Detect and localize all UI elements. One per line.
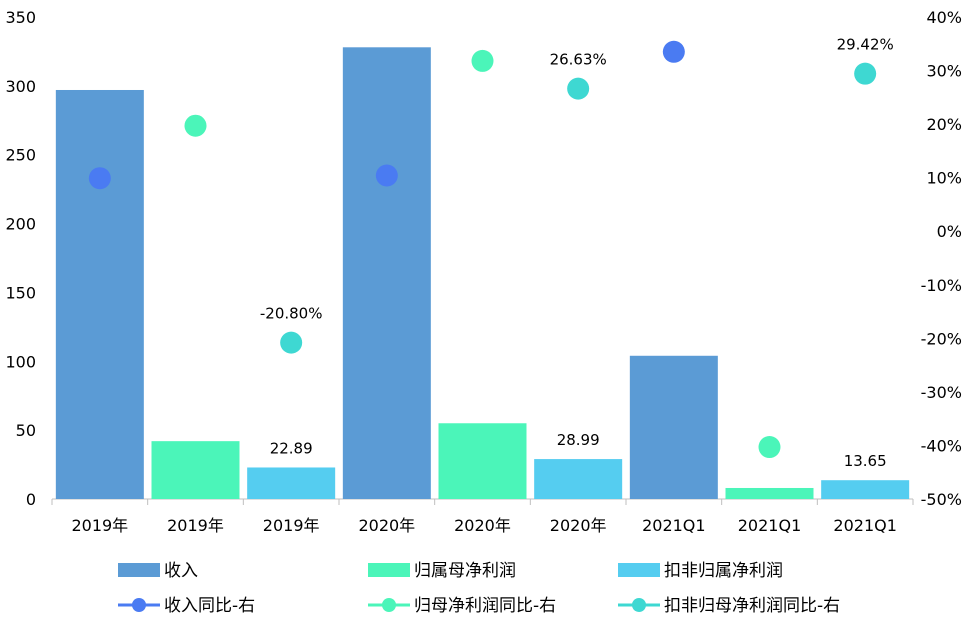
y-right-tick-label: -10% — [921, 276, 962, 295]
bar-data-label: 22.89 — [270, 439, 313, 457]
x-tick-label: 2021Q1 — [833, 516, 897, 535]
x-tick-label: 2021Q1 — [738, 516, 802, 535]
y-left-tick-label: 350 — [5, 8, 36, 27]
legend-label: 收入 — [164, 561, 198, 581]
bar-data-label: 28.99 — [557, 431, 600, 449]
legend-label: 归属母净利润 — [414, 561, 516, 581]
x-tick-label: 2019年 — [263, 516, 320, 535]
bar-data-label: 13.65 — [844, 452, 887, 470]
legend-label: 扣非归母净利润同比-右 — [664, 596, 840, 616]
legend-swatch-bar — [618, 563, 660, 577]
x-tick-label: 2020年 — [550, 516, 607, 535]
legend-swatch-bar — [118, 563, 160, 577]
point-data-label: 29.42% — [837, 36, 894, 54]
y-left-tick-label: 300 — [5, 77, 36, 96]
bar-series3[interactable] — [247, 467, 336, 499]
x-tick-label: 2021Q1 — [642, 516, 706, 535]
y-right-tick-label: 10% — [926, 169, 962, 188]
point-series3[interactable] — [854, 62, 877, 85]
point-series3[interactable] — [567, 77, 590, 100]
legend-label: 归母净利润同比-右 — [414, 596, 556, 616]
y-right-tick-label: 20% — [926, 115, 962, 134]
legend-swatch-marker — [132, 598, 146, 612]
bar-series2[interactable] — [151, 441, 240, 499]
legend-swatch-marker — [632, 598, 646, 612]
bar-series2[interactable] — [725, 487, 814, 499]
y-left-tick-label: 250 — [5, 146, 36, 165]
bar-series2[interactable] — [438, 423, 527, 499]
y-right-tick-label: -40% — [921, 436, 962, 455]
point-series1[interactable] — [375, 164, 398, 187]
y-right-tick-label: 30% — [926, 62, 962, 81]
bar-series1[interactable] — [342, 47, 431, 499]
point-series2[interactable] — [758, 436, 781, 459]
y-right-tick-label: -50% — [921, 490, 962, 509]
point-series3[interactable] — [280, 331, 303, 354]
x-tick-label: 2020年 — [358, 516, 415, 535]
point-series1[interactable] — [88, 167, 111, 190]
legend-label: 扣非归属净利润 — [664, 561, 783, 581]
bar-series1[interactable] — [55, 89, 144, 499]
y-left-tick-label: 50 — [16, 421, 36, 440]
y-right-tick-label: -30% — [921, 383, 962, 402]
y-left-tick-label: 150 — [5, 283, 36, 302]
x-tick-label: 2019年 — [71, 516, 128, 535]
bar-series3[interactable] — [821, 480, 910, 499]
legend-swatch-marker — [382, 598, 396, 612]
point-data-label: 26.63% — [550, 51, 607, 69]
y-right-tick-label: 0% — [937, 222, 962, 241]
y-left-tick-label: 200 — [5, 215, 36, 234]
legend-swatch-bar — [368, 563, 410, 577]
point-series2[interactable] — [471, 49, 494, 72]
bar-series3[interactable] — [534, 459, 623, 499]
bar-series1[interactable] — [629, 355, 718, 499]
y-right-tick-label: 40% — [926, 8, 962, 27]
point-series2[interactable] — [184, 114, 207, 137]
y-left-tick-label: 100 — [5, 352, 36, 371]
y-left-tick-label: 0 — [26, 490, 36, 509]
x-tick-label: 2020年 — [454, 516, 511, 535]
point-data-label: -20.80% — [260, 305, 323, 323]
x-tick-label: 2019年 — [167, 516, 224, 535]
point-series1[interactable] — [662, 40, 685, 63]
legend-label: 收入同比-右 — [164, 596, 255, 616]
y-right-tick-label: -20% — [921, 329, 962, 348]
